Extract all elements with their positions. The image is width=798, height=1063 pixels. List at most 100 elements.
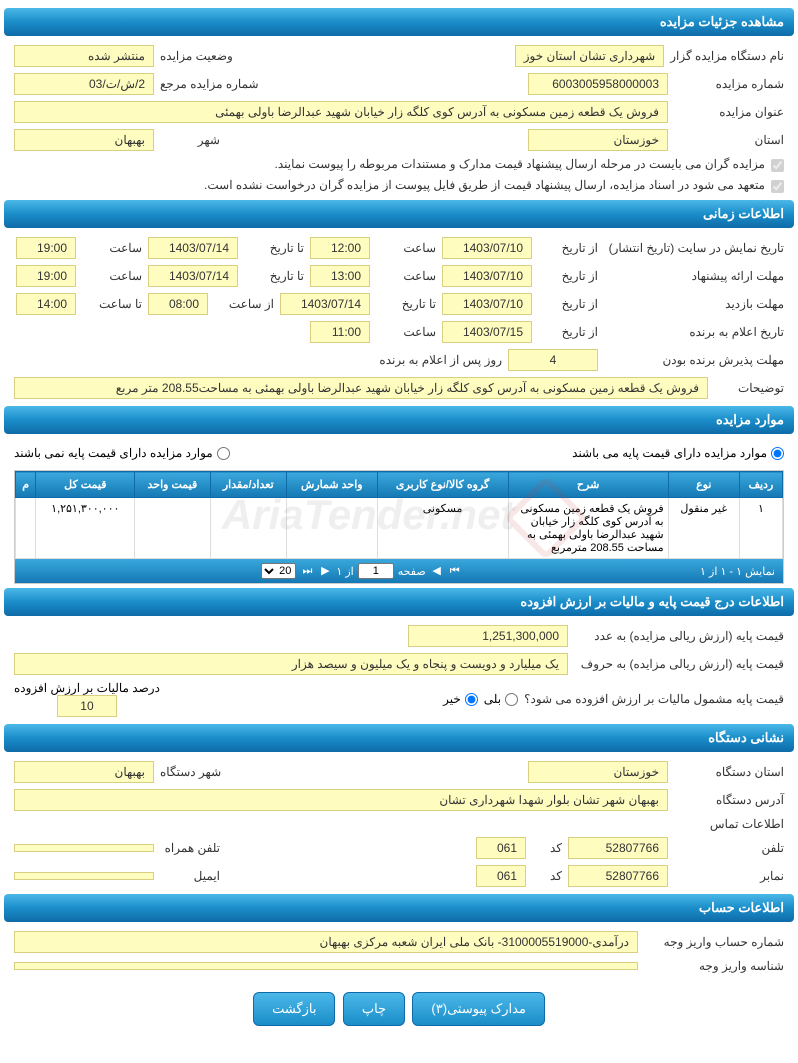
note-2: متعهد می شود در اسناد مزایده، ارسال پیشن…	[4, 175, 794, 196]
value-display-to-date: 1403/07/14	[148, 237, 238, 259]
th-total-price: قیمت کل	[36, 472, 135, 498]
table-row: ۱ غیر منقول فروش یک قطعه زمین مسکونی به …	[16, 498, 783, 559]
note-1: مزایده گران می بایست در مرحله ارسال پیشن…	[4, 154, 794, 175]
value-winner-hour: 11:00	[310, 321, 370, 343]
row-accept: مهلت پذیرش برنده بودن 4 روز پس از اعلام …	[4, 346, 794, 374]
td-idx: ۱	[739, 498, 782, 559]
value-vat-pct: 10	[57, 695, 117, 717]
label-from4: از تاریخ	[538, 325, 598, 339]
label-phone: تلفن	[674, 841, 784, 855]
td-extra	[16, 498, 36, 559]
section-header-time: اطلاعات زمانی	[4, 200, 794, 228]
radio-has-base[interactable]: موارد مزایده دارای قیمت پایه می باشند	[572, 446, 784, 460]
pager-prev-icon[interactable]: ◀	[430, 564, 444, 578]
value-status: منتشر شده	[14, 45, 154, 67]
row-contact-header: اطلاعات تماس	[4, 814, 794, 834]
note2-text: متعهد می شود در اسناد مزایده، ارسال پیشن…	[204, 178, 765, 192]
value-base-text: یک میلیارد و دویست و پنجاه و یک میلیون و…	[14, 653, 568, 675]
radio-vat-no[interactable]: خیر	[443, 692, 478, 706]
radio-vat-yes[interactable]: بلی	[484, 692, 518, 706]
label-accept: مهلت پذیرش برنده بودن	[604, 353, 784, 367]
radio-no-base-input[interactable]	[217, 447, 230, 460]
td-type: غیر منقول	[668, 498, 739, 559]
label-base-num: قیمت پایه (ارزش ریالی مزایده) به عدد	[574, 629, 784, 643]
value-fax: 52807766	[568, 865, 668, 887]
radio-has-base-label: موارد مزایده دارای قیمت پایه می باشند	[572, 446, 767, 460]
label-offer: مهلت ارائه پیشنهاد	[604, 269, 784, 283]
back-button[interactable]: بازگشت	[253, 992, 335, 1026]
label-winner: تاریخ اعلام به برنده	[604, 325, 784, 339]
row-visit: مهلت بازدید از تاریخ 1403/07/10 تا تاریخ…	[4, 290, 794, 318]
print-button[interactable]: چاپ	[343, 992, 405, 1026]
value-accept-days: 4	[508, 349, 598, 371]
label-to: تا تاریخ	[244, 241, 304, 255]
value-visit-to-hour: 14:00	[16, 293, 76, 315]
value-desc: فروش یک قطعه زمین مسکونی به آدرس کوی کلگ…	[14, 377, 708, 399]
attachments-button[interactable]: مدارک پیوستی(۳)	[412, 992, 545, 1026]
label-to2: تا تاریخ	[244, 269, 304, 283]
value-visit-from-hour: 08:00	[148, 293, 208, 315]
label-visit: مهلت بازدید	[604, 297, 784, 311]
pager-page-input[interactable]	[358, 563, 394, 579]
label-org-province: استان دستگاه	[674, 765, 784, 779]
pager-last-icon[interactable]: ⏭	[300, 564, 314, 578]
radio-vat-no-input[interactable]	[465, 693, 478, 706]
value-code2: 061	[476, 865, 526, 887]
value-mobile	[14, 844, 154, 852]
label-hour4: ساعت	[82, 269, 142, 283]
items-table: ردیف نوع شرح گروه کالا/نوع کاربری واحد ش…	[15, 471, 783, 559]
radio-has-base-input[interactable]	[771, 447, 784, 460]
label-desc: توضیحات	[714, 381, 784, 395]
row-phone: تلفن 52807766 کد 061 تلفن همراه	[4, 834, 794, 862]
value-org-city: بهبهان	[14, 761, 154, 783]
th-group: گروه کالا/نوع کاربری	[377, 472, 508, 498]
row-display: تاریخ نمایش در سایت (تاریخ انتشار) از تا…	[4, 234, 794, 262]
th-qty: تعداد/مقدار	[210, 472, 287, 498]
row-offer: مهلت ارائه پیشنهاد از تاریخ 1403/07/10 س…	[4, 262, 794, 290]
pager: نمایش ۱ - ۱ از ۱ ⏮ ◀ صفحه از ۱ ▶ ⏭ 20	[15, 559, 783, 583]
row-base-text: قیمت پایه (ارزش ریالی مزایده) به حروف یک…	[4, 650, 794, 678]
label-from3: از تاریخ	[538, 297, 598, 311]
th-unit: واحد شمارش	[287, 472, 378, 498]
value-title: فروش یک قطعه زمین مسکونی به آدرس کوی کلگ…	[14, 101, 668, 123]
section-header-price: اطلاعات درج قیمت پایه و مالیات بر ارزش ا…	[4, 588, 794, 616]
items-table-wrap: ردیف نوع شرح گروه کالا/نوع کاربری واحد ش…	[14, 470, 784, 584]
value-org-province: خوزستان	[528, 761, 668, 783]
value-offer-to-hour: 19:00	[16, 265, 76, 287]
radio-no-base[interactable]: موارد مزایده دارای قیمت پایه نمی باشند	[14, 446, 230, 460]
label-province: استان	[674, 133, 784, 147]
radio-vat-no-label: خیر	[443, 692, 461, 706]
radio-no-base-label: موارد مزایده دارای قیمت پایه نمی باشند	[14, 446, 213, 460]
value-code1: 061	[476, 837, 526, 859]
label-hour5: ساعت	[376, 325, 436, 339]
pager-info: نمایش ۱ - ۱ از ۱	[700, 565, 775, 578]
label-auction-no: شماره مزایده	[674, 77, 784, 91]
row-auction-no: شماره مزایده 6003005958000003 شماره مزای…	[4, 70, 794, 98]
td-total-price: ۱,۲۵۱,۳۰۰,۰۰۰	[36, 498, 135, 559]
label-title: عنوان مزایده	[674, 105, 784, 119]
label-from-hour: از ساعت	[214, 297, 274, 311]
value-city: بهبهان	[14, 129, 154, 151]
checkbox-note1	[771, 159, 784, 172]
label-email: ایمیل	[160, 869, 220, 883]
row-province: استان خوزستان شهر بهبهان	[4, 126, 794, 154]
label-code2: کد	[532, 869, 562, 883]
label-display: تاریخ نمایش در سایت (تاریخ انتشار)	[604, 241, 784, 255]
radio-vat-yes-label: بلی	[484, 692, 501, 706]
row-winner: تاریخ اعلام به برنده از تاریخ 1403/07/15…	[4, 318, 794, 346]
th-extra: م	[16, 472, 36, 498]
radio-vat-yes-input[interactable]	[505, 693, 518, 706]
td-group: مسکونی	[377, 498, 508, 559]
value-deposit-id	[14, 962, 638, 970]
label-mobile: تلفن همراه	[160, 841, 220, 855]
pager-next-icon[interactable]: ▶	[318, 564, 332, 578]
value-offer-from-date: 1403/07/10	[442, 265, 532, 287]
label-hour3: ساعت	[376, 269, 436, 283]
row-deposit-id: شناسه واریز وجه	[4, 956, 794, 976]
value-winner-date: 1403/07/15	[442, 321, 532, 343]
pager-first-icon[interactable]: ⏮	[448, 564, 462, 578]
label-vat-q: قیمت پایه مشمول مالیات بر ارزش افزوده می…	[524, 692, 784, 706]
pager-size-select[interactable]: 20	[261, 563, 296, 579]
row-org-province: استان دستگاه خوزستان شهر دستگاه بهبهان	[4, 758, 794, 786]
label-hour1: ساعت	[376, 241, 436, 255]
